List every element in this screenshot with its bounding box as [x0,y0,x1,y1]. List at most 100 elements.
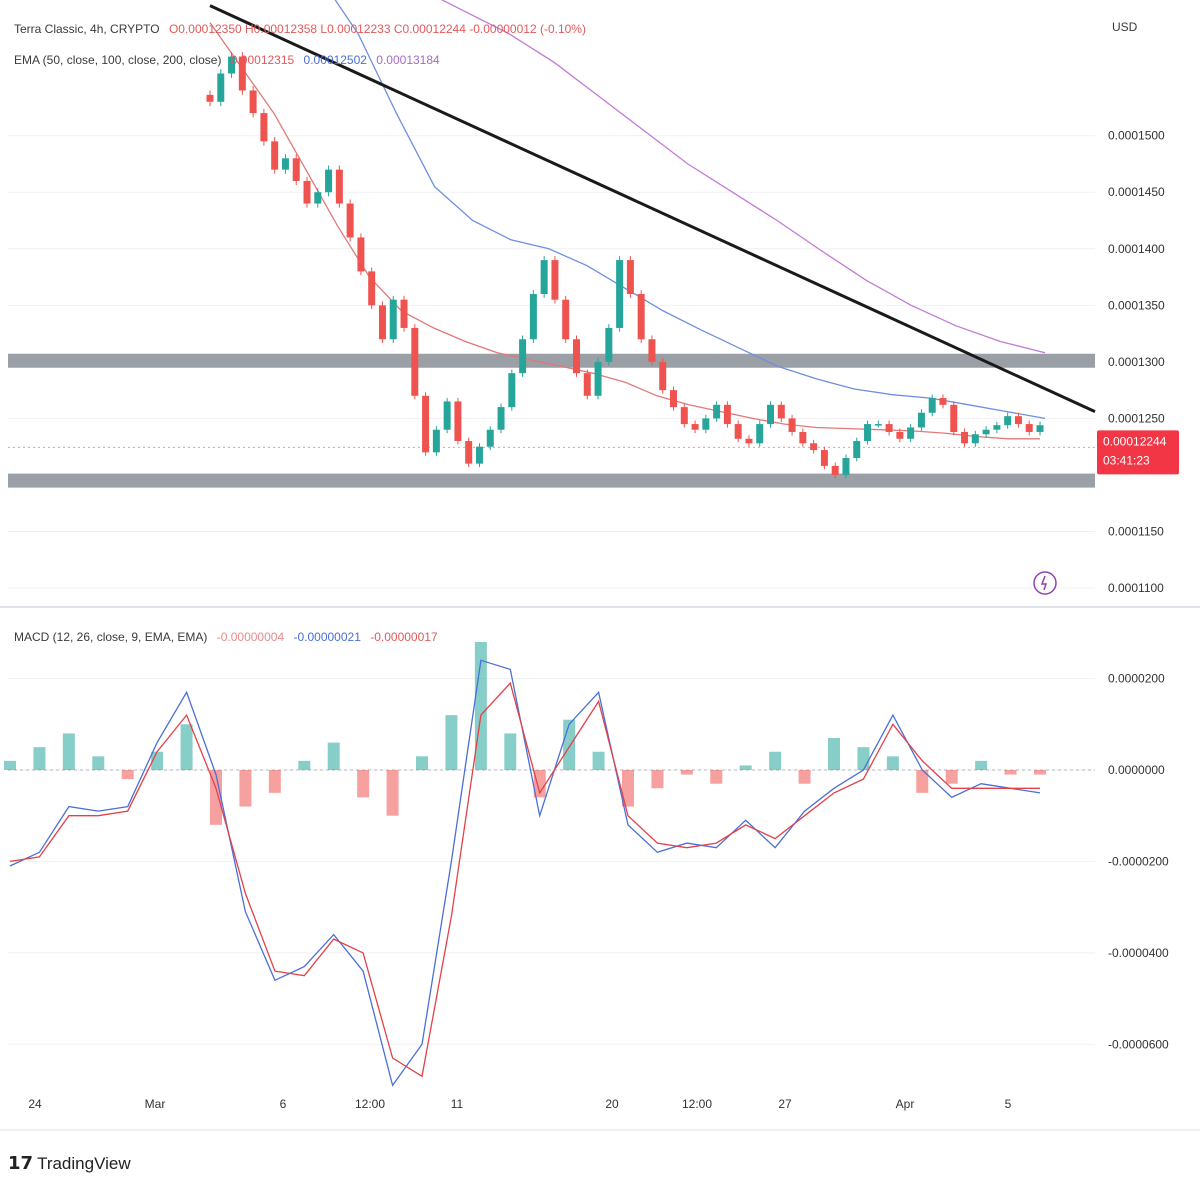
candle-body [228,56,236,74]
candle-body [691,424,699,430]
candle-body [799,431,807,444]
time-axis-label: 12:00 [355,1097,385,1111]
time-axis-label: 27 [778,1097,792,1111]
support-zone [8,473,1095,488]
macd-histogram-bar [239,770,252,807]
candle-body [260,113,268,142]
signal-line [9,681,1040,1078]
candle-body [723,404,731,425]
macd-pane [4,642,1095,1087]
candle-body [346,203,354,238]
descending-trendline [209,4,1096,413]
candle-body [907,427,915,439]
macd-histogram-bar [680,770,693,775]
candle-body [400,299,408,328]
bolt-icon [1040,575,1048,591]
candle-body [583,373,591,396]
tradingview-logo[interactable]: 𝟭𝟳 TradingView [8,1153,131,1174]
time-axis-label: Mar [145,1097,166,1111]
candle-body [325,169,333,193]
macd-histogram-bar [504,733,517,770]
price-axis-label: 0.0001500 [1108,129,1165,143]
macd-value-2: -0.00000021 [293,630,361,644]
macd-axis-label: 0.0000200 [1108,672,1165,686]
axes: 0.0001500 0.0001450 0.0001400 0.0001350 0.00… [28,129,1169,1111]
candle-body [820,450,828,466]
candle-body [572,339,580,374]
candle-body [1004,416,1012,426]
price-tag-value: 0.00012244 [1103,434,1167,448]
candle-body [357,237,365,272]
price-axis-label: 0.0001400 [1108,242,1165,256]
time-axis-label: 11 [451,1097,464,1111]
ema-lines [209,0,1046,440]
support-resistance-zones [8,353,1095,488]
macd-histogram-bar [857,747,870,770]
candle-body [971,434,979,444]
candle-body [853,441,861,458]
candle-body [443,401,451,430]
candle-body [1025,424,1033,432]
candle-body [238,56,246,91]
macd-histogram-bar [769,751,782,770]
candle-body [680,407,688,425]
ema-value-1: 0.00012315 [230,53,295,67]
candle-body [303,180,311,204]
candle-body [928,398,936,413]
ema-value-3: 0.00013184 [376,53,440,67]
candle-body [950,404,958,432]
alert-icon [1033,571,1057,595]
macd-histogram-bar [886,756,899,770]
currency-label: USD [1112,20,1138,34]
candle-body [713,404,721,419]
macd-histogram-bar [533,770,546,798]
price-axis-label: 0.0001100 [1108,581,1164,595]
candle-body [206,94,214,102]
macd-histogram-bar [327,742,340,770]
candle-body [917,412,925,428]
macd-histogram-bar [828,738,840,770]
macd-histogram-bar [298,760,311,770]
candle-body [982,429,990,435]
price-axis-label: 0.0001450 [1108,185,1165,199]
ema-label: EMA (50, close, 100, close, 200, close) [14,53,222,67]
price-axis-label: 0.0001300 [1108,355,1165,369]
macd-histogram-bar [386,770,399,816]
candle-body [562,299,570,340]
candle-body [271,141,279,170]
macd-histogram-bar [798,770,811,784]
candle-body [432,429,440,453]
candle-body [411,327,419,396]
macd-histogram-bar [210,770,222,825]
candle-body [281,158,289,170]
macd-axis-label: -0.0000600 [1108,1037,1169,1051]
candle-body [626,260,634,295]
candle-body [993,425,1001,430]
macd-histogram-bar [445,715,458,770]
time-axis-label: Apr [896,1097,915,1111]
candle-body [1014,416,1022,425]
candle-body [637,294,645,340]
candle-body [659,361,667,391]
candle-body [702,418,710,430]
candle-body [864,424,872,442]
legend-ema: EMA (50, close, 100, close, 200, close) … [14,53,446,67]
macd-histogram-bar [945,770,958,784]
candle-body [314,192,322,204]
candle-body [335,169,343,204]
candle-body [551,260,559,300]
macd-histogram-bar [739,765,752,770]
time-axis-label: 24 [28,1097,42,1111]
candle-body [616,260,624,328]
candle-body [745,438,753,444]
macd-histogram-bar [592,751,605,770]
macd-histogram-bar [1004,770,1017,775]
time-axis-label: 12:00 [682,1097,712,1111]
macd-line [9,659,1041,1087]
tags: 0.00012244 03:41:23 [1033,430,1179,595]
macd-label: MACD (12, 26, close, 9, EMA, EMA) [14,630,208,644]
time-axis-label: 5 [1005,1097,1012,1111]
macd-histogram-bar [651,770,664,789]
macd-value-3: -0.00000017 [370,630,438,644]
